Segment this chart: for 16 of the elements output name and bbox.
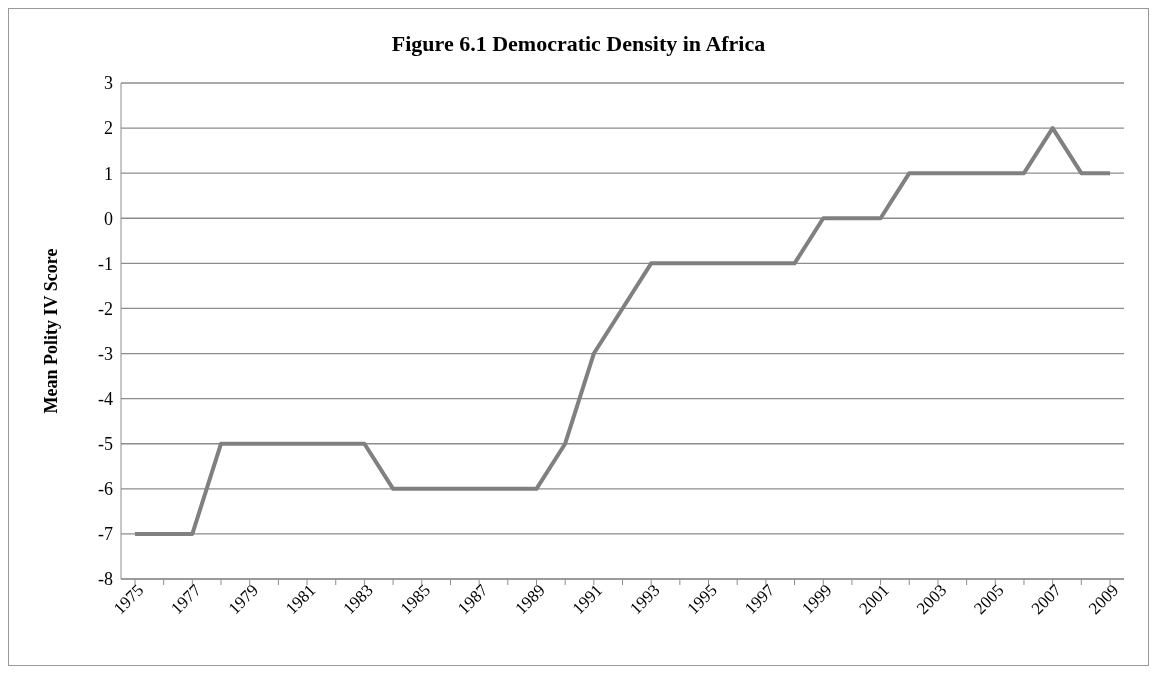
- y-tick-label: -8: [98, 569, 113, 590]
- y-tick-label: -7: [98, 524, 113, 545]
- y-tick-label: -5: [98, 434, 113, 455]
- y-tick-label: 2: [104, 118, 113, 139]
- y-tick-label: 3: [104, 73, 113, 94]
- chart-title: Figure 6.1 Democratic Density in Africa: [390, 30, 767, 58]
- y-tick-label: 1: [104, 163, 113, 184]
- y-tick-label: -6: [98, 479, 113, 500]
- y-tick-label: -3: [98, 343, 113, 364]
- x-tick-label: 1991: [568, 580, 607, 619]
- y-tick-label: -1: [98, 253, 113, 274]
- y-tick-label: -4: [98, 389, 113, 410]
- y-axis-title: Mean Polity IV Score: [41, 248, 62, 414]
- y-tick-label: 0: [104, 208, 113, 229]
- x-tick-label: 1981: [281, 580, 320, 619]
- y-tick-label: -2: [98, 298, 113, 319]
